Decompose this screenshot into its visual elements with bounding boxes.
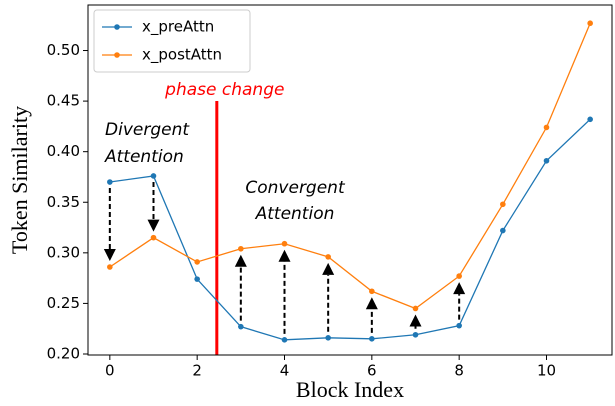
point [194,259,200,265]
y-tick-label: 0.40 [47,142,80,160]
phase-label: phase change [164,80,284,100]
arrow-head [409,314,422,327]
plot-frame [87,4,613,356]
arrow-head [322,262,335,275]
point [238,245,244,252]
point [587,20,593,27]
legend-marker [114,24,120,30]
point [412,305,419,312]
point [281,240,288,247]
x-tick-label: 2 [192,362,202,380]
x-tick-label: 10 [537,362,556,380]
annotation: Divergent [105,120,190,140]
annotation: Attention [255,204,335,224]
arrow-head [278,249,291,262]
legend-box [93,9,251,73]
y-tick-label: 0.20 [47,344,80,362]
x-tick-label: 8 [454,362,464,380]
series-line [109,22,591,310]
point [543,157,550,164]
y-tick-label: 0.30 [47,243,80,261]
x-tick-label: 4 [280,362,290,380]
point [500,227,506,234]
arrow-head [365,297,378,310]
point [325,335,331,341]
y-tick-label: 0.25 [47,294,80,312]
x-axis-label: Block Index [296,377,404,402]
arrow-head [103,248,116,261]
y-tick-label: 0.50 [47,41,80,59]
annotation: Attention [104,147,184,167]
annotation: Convergent [245,178,346,198]
point [281,337,288,343]
x-tick-label: 0 [105,362,115,380]
point [587,116,593,123]
x-tick-label: 6 [367,362,377,380]
arrow-head [234,254,247,267]
point [194,276,200,282]
point [238,323,244,330]
point [107,264,113,270]
arrow-head [453,282,466,295]
legend-label: x_preAttn [142,18,214,37]
point [107,179,113,185]
point [543,124,550,131]
point [456,322,462,329]
point [456,273,462,279]
point [150,173,157,179]
point [325,254,331,260]
legend-label: x_postAttn [142,46,222,65]
point [369,288,375,295]
legend-marker [114,52,120,58]
y-tick-label: 0.35 [47,193,80,211]
point [150,234,157,241]
y-axis-label: Token Similarity [7,106,32,254]
point [369,336,375,342]
y-tick-label: 0.45 [47,92,80,110]
point [500,201,506,208]
arrow-head [147,219,160,232]
series-line [109,118,591,341]
point [412,331,419,338]
